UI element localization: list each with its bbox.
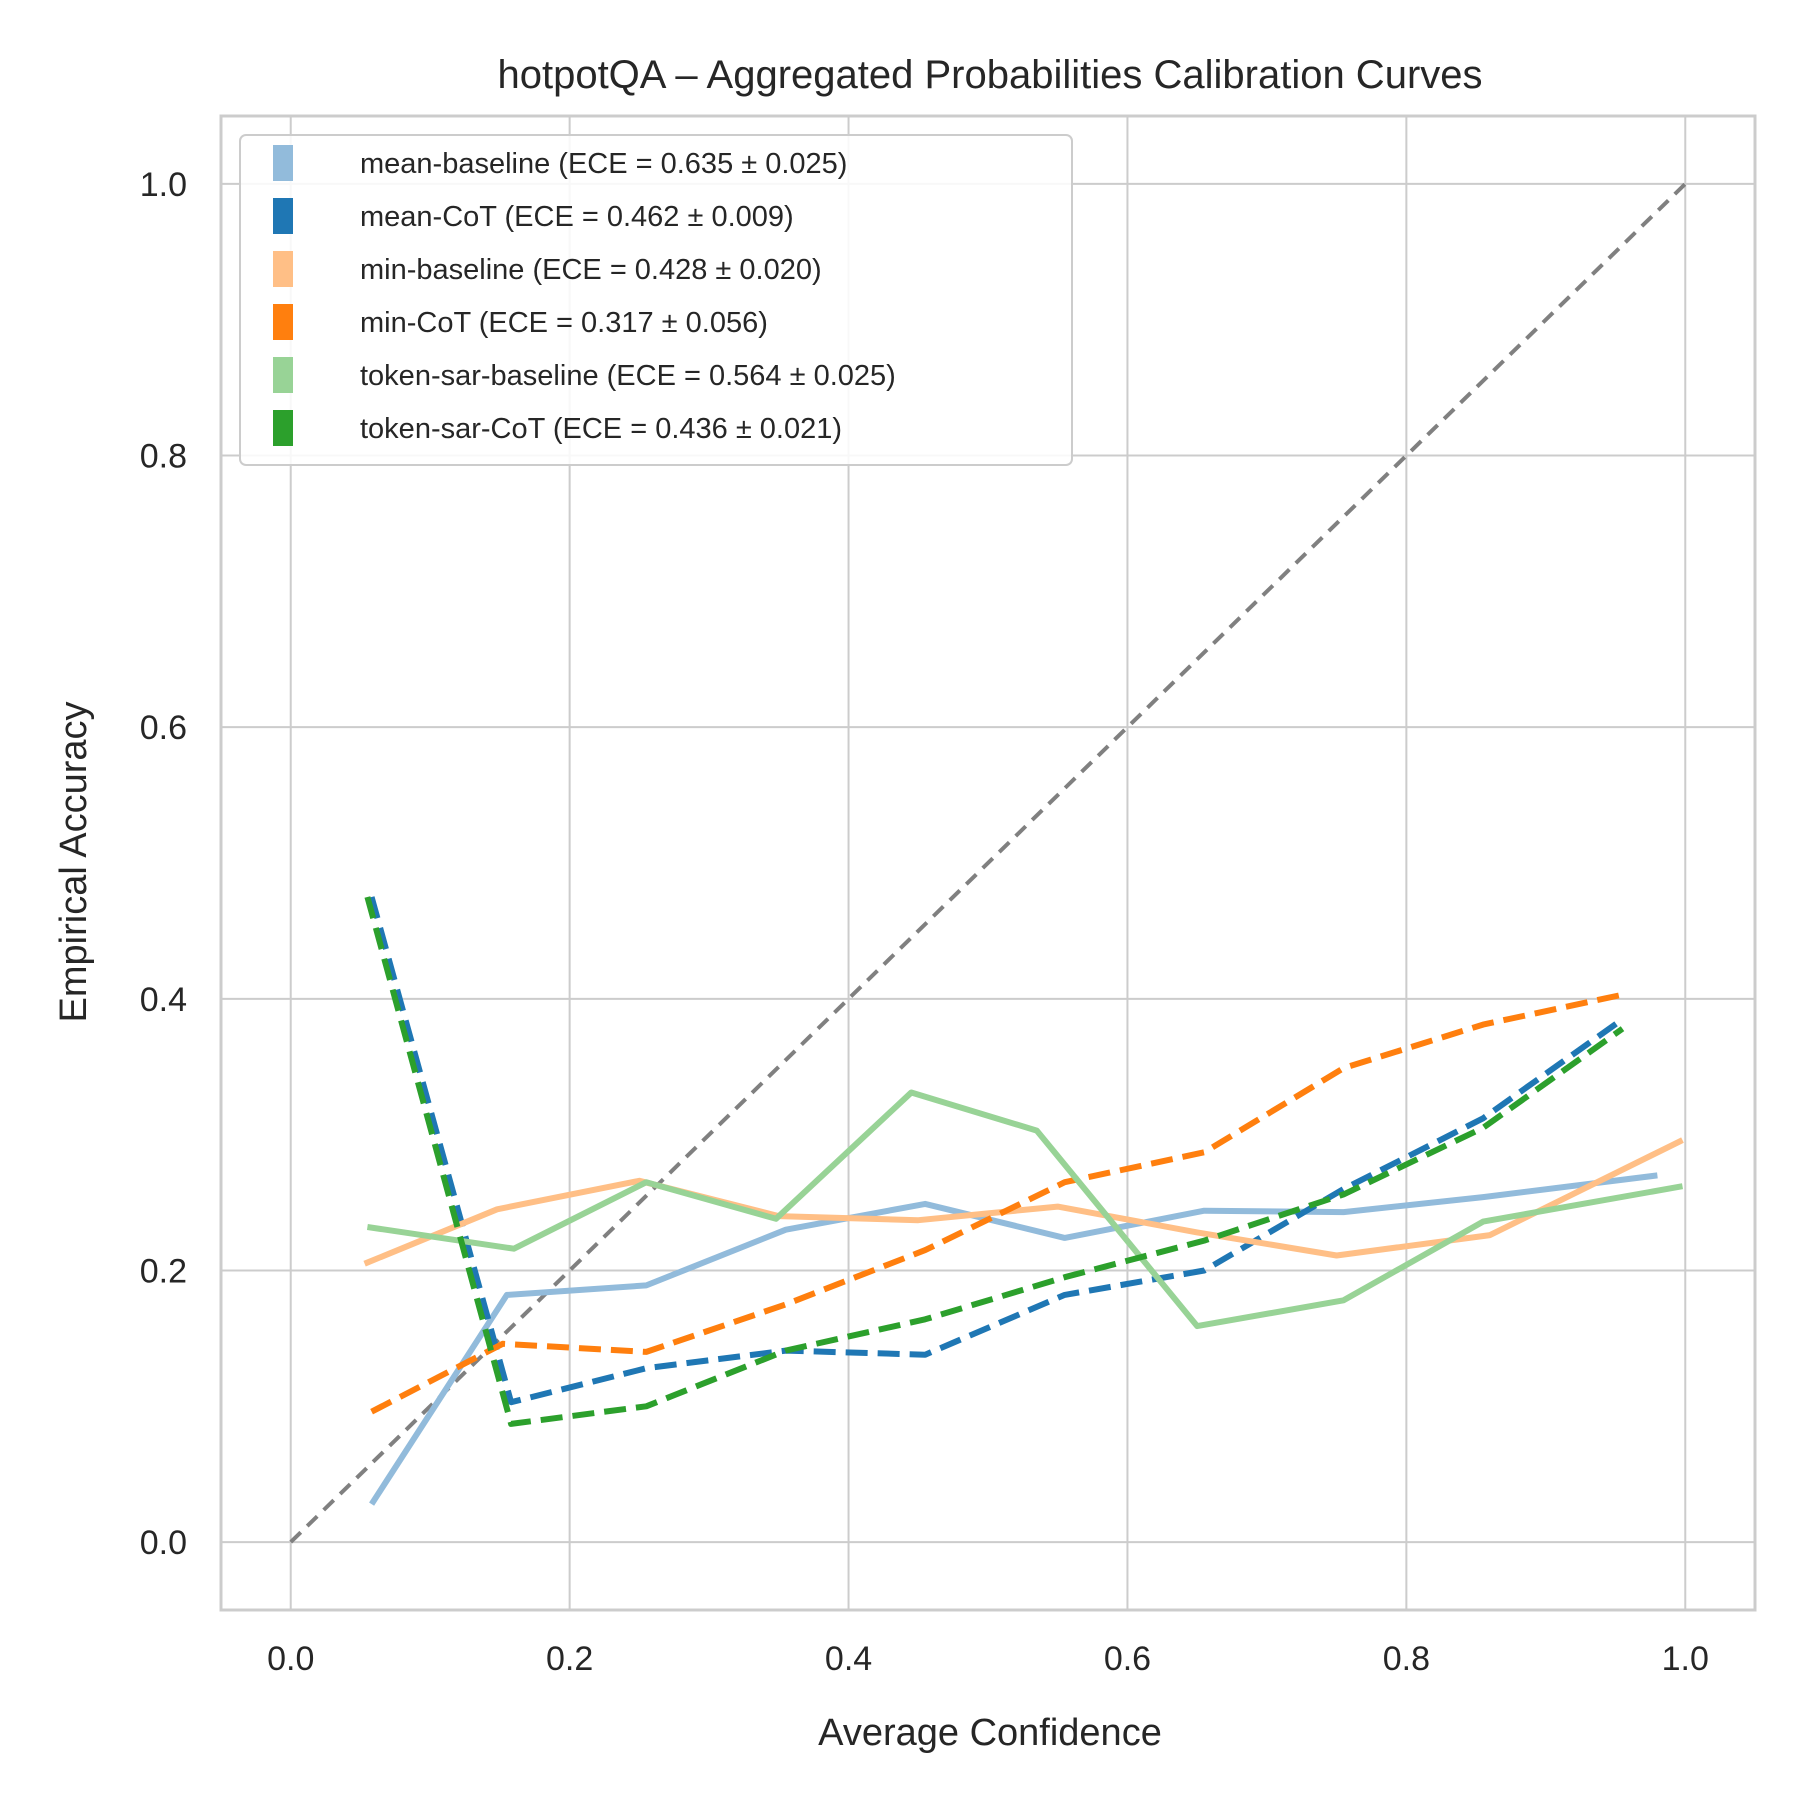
y-axis-label: Empirical Accuracy — [53, 702, 95, 1023]
legend-swatch — [273, 145, 293, 181]
y-tick-label: 1.0 — [140, 166, 187, 204]
y-tick-label: 0.2 — [140, 1252, 187, 1290]
legend-label: mean-baseline (ECE = 0.635 ± 0.025) — [360, 148, 847, 180]
x-tick-label: 1.0 — [1662, 1640, 1709, 1678]
legend-swatch — [273, 304, 293, 340]
legend-label: min-CoT (ECE = 0.317 ± 0.056) — [360, 307, 768, 339]
series-line-5 — [366, 1089, 1684, 1330]
x-tick-labels: 0.0 0.2 0.4 0.6 0.8 1.0 — [267, 1640, 1709, 1678]
x-tick-label: 0.8 — [1383, 1640, 1430, 1678]
y-tick-label: 0.0 — [140, 1524, 187, 1562]
legend-swatch — [273, 410, 293, 446]
reference-diagonal — [289, 182, 1687, 1544]
plot-frame — [219, 114, 1757, 1612]
x-tick-label: 0.2 — [546, 1640, 593, 1678]
series-line-1 — [369, 1172, 1658, 1506]
legend-swatch — [273, 251, 293, 287]
legend-label: token-sar-baseline (ECE = 0.564 ± 0.025) — [360, 360, 896, 392]
x-tick-label: 0.6 — [1104, 1640, 1151, 1678]
legend-label: mean-CoT (ECE = 0.462 ± 0.009) — [360, 201, 794, 233]
series-line-4 — [370, 991, 1624, 1415]
legend-label: token-sar-CoT (ECE = 0.436 ± 0.021) — [360, 413, 842, 445]
legend-label: min-baseline (ECE = 0.428 ± 0.020) — [360, 254, 822, 286]
x-tick-label: 0.0 — [267, 1640, 314, 1678]
series-lines — [363, 896, 1684, 1506]
series-line-3 — [363, 1137, 1684, 1267]
legend-swatch — [273, 357, 293, 393]
series-line-6 — [364, 896, 1625, 1427]
legend: mean-baseline (ECE = 0.635 ± 0.025) mean-… — [239, 134, 1073, 466]
legend-swatch — [273, 198, 293, 234]
perfect-calibration-line — [289, 182, 1687, 1544]
y-tick-label: 0.4 — [140, 981, 187, 1019]
y-tick-label: 0.6 — [140, 709, 187, 747]
x-tick-label: 0.4 — [825, 1640, 872, 1678]
y-tick-labels: 0.0 0.2 0.4 0.6 0.8 1.0 — [140, 166, 187, 1562]
chart-title: hotpotQA – Aggregated Probabilities Cali… — [497, 53, 1482, 97]
legend-box — [239, 134, 1073, 466]
series-line-2 — [368, 896, 1625, 1406]
x-axis-label: Average Confidence — [818, 1712, 1162, 1754]
y-tick-label: 0.8 — [140, 438, 187, 476]
